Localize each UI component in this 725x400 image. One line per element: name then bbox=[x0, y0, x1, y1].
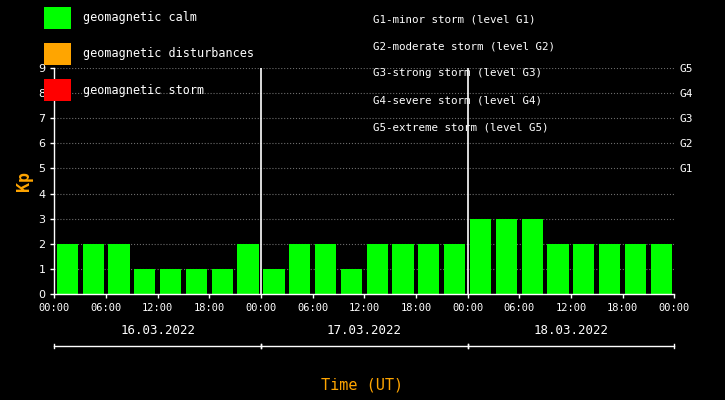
Bar bbox=[289, 244, 310, 294]
Text: geomagnetic calm: geomagnetic calm bbox=[83, 12, 197, 24]
Bar bbox=[108, 244, 130, 294]
Bar bbox=[160, 269, 181, 294]
Bar bbox=[57, 244, 78, 294]
Bar bbox=[263, 269, 284, 294]
Bar bbox=[599, 244, 621, 294]
Bar bbox=[651, 244, 672, 294]
Text: 16.03.2022: 16.03.2022 bbox=[120, 324, 195, 336]
Bar bbox=[238, 244, 259, 294]
Bar bbox=[521, 219, 543, 294]
Bar bbox=[444, 244, 465, 294]
Bar bbox=[315, 244, 336, 294]
Bar bbox=[625, 244, 646, 294]
Bar bbox=[212, 269, 233, 294]
Bar bbox=[341, 269, 362, 294]
Bar bbox=[186, 269, 207, 294]
Bar bbox=[418, 244, 439, 294]
Text: 18.03.2022: 18.03.2022 bbox=[534, 324, 608, 336]
Text: G4-severe storm (level G4): G4-severe storm (level G4) bbox=[373, 96, 542, 106]
Bar bbox=[573, 244, 594, 294]
Text: geomagnetic disturbances: geomagnetic disturbances bbox=[83, 48, 254, 60]
Bar bbox=[367, 244, 388, 294]
Text: G1-minor storm (level G1): G1-minor storm (level G1) bbox=[373, 14, 536, 24]
Text: G5-extreme storm (level G5): G5-extreme storm (level G5) bbox=[373, 123, 549, 133]
Bar bbox=[83, 244, 104, 294]
Text: 17.03.2022: 17.03.2022 bbox=[327, 324, 402, 336]
Text: G3-strong storm (level G3): G3-strong storm (level G3) bbox=[373, 68, 542, 78]
Bar bbox=[547, 244, 568, 294]
Bar bbox=[392, 244, 414, 294]
Text: Time (UT): Time (UT) bbox=[321, 378, 404, 393]
Text: geomagnetic storm: geomagnetic storm bbox=[83, 84, 204, 96]
Bar bbox=[470, 219, 491, 294]
Bar bbox=[496, 219, 517, 294]
Y-axis label: Kp: Kp bbox=[14, 171, 33, 191]
Text: G2-moderate storm (level G2): G2-moderate storm (level G2) bbox=[373, 41, 555, 51]
Bar bbox=[134, 269, 155, 294]
